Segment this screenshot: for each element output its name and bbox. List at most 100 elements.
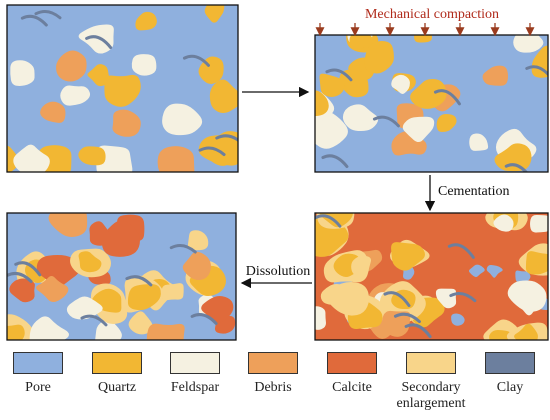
grain [9,278,35,303]
clay [433,89,461,106]
grain [161,283,184,301]
grain [157,146,195,172]
clay [20,14,48,27]
clay [169,243,197,254]
clay [393,312,421,324]
grain [78,24,114,54]
grain [187,230,209,251]
grain [101,220,140,257]
grain [414,35,432,43]
grain [95,320,122,340]
clay [315,214,342,228]
clay [14,261,42,277]
grain [315,90,329,116]
pore [515,270,531,283]
grain [135,11,157,31]
clay [85,35,113,50]
grain [204,5,225,23]
legend-swatch [485,352,535,374]
clay [404,323,432,339]
grain [391,74,410,94]
legend-swatch [170,352,220,374]
pore [468,264,485,278]
legend-swatch [92,352,142,374]
grain [349,35,373,49]
grain [315,110,348,149]
grain [162,103,203,136]
grain [78,251,102,273]
legend-label: Calcite [332,380,372,395]
panel-border [6,4,239,173]
clay [325,68,353,82]
legend-swatch [327,352,377,374]
grain [60,85,91,106]
clay [321,154,349,169]
legend-swatch [248,352,298,374]
clay [383,291,411,308]
grain [530,214,548,233]
grain [131,54,157,76]
grain [112,109,141,137]
clay [182,54,210,67]
clay [215,134,238,142]
legend-label: Clay [496,380,524,395]
legend-item: Quartz [78,352,156,396]
grain [493,214,514,232]
legend-item: Clay [471,352,549,396]
clay [449,291,477,303]
grain [513,35,544,53]
grain [315,306,326,330]
grain [13,144,50,172]
grain [66,296,103,320]
legend-label: Secondary enlargement [396,380,466,411]
legend-label: Feldspar [170,380,220,395]
grain [525,251,548,275]
legend-item: Secondary enlargement [392,352,470,412]
clay [190,313,218,326]
legend-item: Calcite [313,352,391,396]
thin-section [315,35,548,172]
legend-swatch [406,352,456,374]
grain [7,324,25,340]
grain [514,323,538,340]
legend-item: Pore [0,352,77,396]
clay [447,243,475,259]
grain [507,280,547,312]
legend-label: Quartz [97,380,137,395]
grain [10,60,35,86]
clay [125,275,153,287]
thin-section [7,213,236,340]
legend-label: Debris [254,380,292,395]
clay [80,314,108,327]
grain [482,65,509,86]
legend-item: Debris [234,352,312,396]
grain [78,146,106,166]
clay [372,115,400,128]
grain [96,145,133,172]
grain [469,133,489,151]
grain [364,41,394,74]
grain [36,275,69,302]
process-label: Dissolution [246,264,311,279]
grain [402,116,435,143]
clay [198,146,226,157]
grain [410,78,447,109]
grain [48,213,88,237]
clay [34,9,62,20]
grain [435,288,457,309]
thin-section [7,5,238,172]
grain [207,131,238,166]
grain [182,251,211,280]
clay [504,163,529,172]
grain [104,74,141,107]
panel-border [314,34,549,173]
grain [127,284,161,311]
clay [525,65,548,77]
grain [319,73,345,97]
grain [494,143,532,172]
grain [342,104,379,132]
process-label: Cementation [438,184,510,199]
legend-label: Pore [25,380,51,395]
grain [209,79,238,114]
